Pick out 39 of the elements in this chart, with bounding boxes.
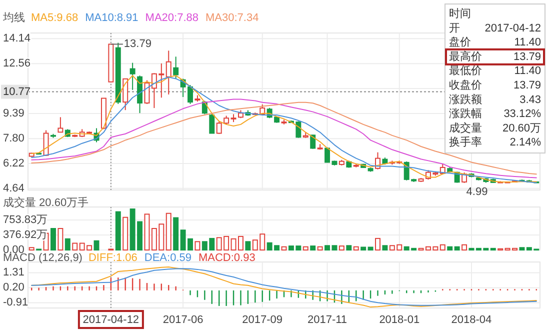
legend-title: MACD (12,26,9)	[3, 252, 82, 264]
y-tick-label: 12.56	[3, 58, 31, 70]
x-tick-label: 2017-09	[242, 314, 283, 326]
text: 时间	[449, 7, 471, 20]
x-tick-label: 2018-04	[451, 314, 492, 326]
x-tick-label: 2017-11	[307, 314, 348, 326]
text: 涨跌额 3.43	[449, 94, 541, 106]
text: MA5:9.68	[31, 12, 78, 24]
text: 成交量 20.60万	[449, 122, 541, 134]
y-tick-label: 6.22	[3, 158, 24, 170]
text: 收盘价 13.79	[449, 80, 541, 92]
text: MACD:0.93	[198, 252, 256, 264]
y-tick-label: 4.64	[3, 182, 24, 194]
series-label: DIFF:1.06	[88, 252, 138, 264]
x-tick-label: 2017-04-12	[82, 314, 140, 326]
y-tick-label: 753.83万	[3, 214, 48, 226]
y-tick-label: 9.39	[3, 108, 24, 120]
text: MA30:7.34	[206, 12, 259, 24]
y-tick-label: 14.14	[3, 32, 31, 45]
text: 最低价 11.40	[449, 65, 541, 78]
x-tick-label: 2017-06	[162, 314, 204, 326]
y-tick-label: -0.91	[3, 296, 28, 309]
y-tick-label: 1.31	[3, 266, 24, 279]
text: MA20:7.88	[145, 12, 198, 24]
text: 涨跌幅 33.12%	[449, 108, 541, 120]
legend-title: 均线	[2, 11, 25, 24]
text: 换手率 2.14%	[449, 136, 541, 149]
ref-line-label: 10.77	[3, 86, 31, 98]
x-tick-label: 2018-01	[379, 314, 420, 326]
text: 开 2017-04-12	[449, 22, 541, 34]
annotation: 4.99	[466, 186, 488, 198]
text: 盘价 11.40	[449, 36, 541, 49]
text: MA10:8.91	[85, 12, 138, 24]
text: 最高价 13.79	[449, 50, 541, 63]
series-label: DEA:0.59	[144, 252, 192, 264]
y-tick-label: 7.80	[3, 132, 24, 145]
y-tick-label: 0.20	[3, 282, 24, 294]
chart-title: 成交量 20.60万手	[3, 196, 89, 209]
annotation: 13.79	[124, 38, 152, 50]
